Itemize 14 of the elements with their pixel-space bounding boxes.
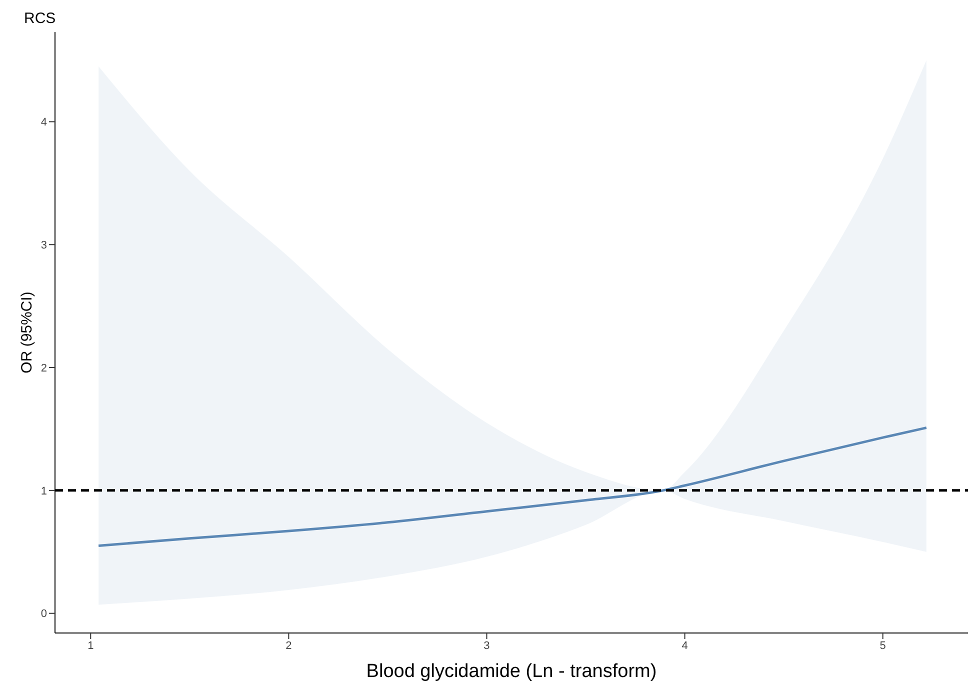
x-tick-label: 3	[484, 640, 490, 652]
x-tick-label: 2	[286, 640, 292, 652]
y-tick-label: 3	[40, 240, 47, 252]
y-tick-label: 2	[40, 362, 47, 374]
chart-title: RCS	[24, 10, 56, 27]
y-tick-label: 4	[40, 116, 47, 129]
line-series	[97, 426, 928, 547]
x-axis-title: Blood glycidamide (Ln - transform)	[366, 661, 657, 682]
y-tick-label: 1	[40, 485, 47, 498]
y-axis-title: OR (95%CI)	[18, 292, 36, 374]
y-tick-label: 0	[40, 608, 47, 620]
x-tick-label: 4	[682, 640, 688, 652]
x-tick-label: 1	[88, 640, 94, 652]
x-tick-label: 5	[880, 640, 886, 652]
